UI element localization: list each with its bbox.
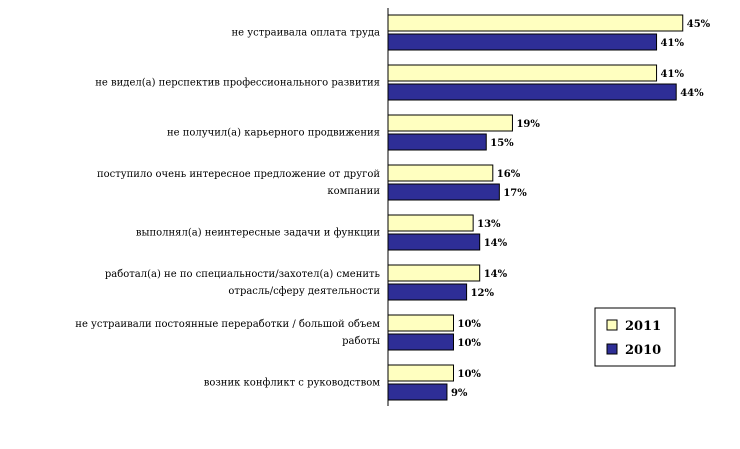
bar-2011-1 — [387, 64, 658, 82]
bar-2011-3 — [387, 164, 494, 182]
value-label-2011-3: 16% — [497, 169, 521, 180]
bar-2011-7 — [387, 364, 454, 382]
value-label-2011-7: 10% — [458, 369, 482, 380]
value-label-2011-4: 13% — [477, 219, 501, 230]
value-label-2011-2: 19% — [516, 119, 540, 130]
value-label-2010-5: 12% — [471, 288, 495, 299]
category-label-5: работал(а) не по специальности/захотел(а… — [105, 269, 381, 297]
bar-2010-2 — [387, 133, 487, 151]
category-label-line: не получил(а) карьерного продвижения — [167, 128, 380, 139]
bar-2010-0 — [387, 33, 658, 51]
legend-box — [594, 307, 676, 367]
value-label-2010-6: 10% — [458, 338, 482, 349]
bar-2011-2 — [387, 114, 513, 132]
legend-swatch-2011 — [606, 319, 618, 331]
category-label-line: работы — [342, 336, 380, 347]
value-label-2011-1: 41% — [661, 69, 685, 80]
category-label-line: не видел(а) перспектив профессионального… — [95, 78, 380, 89]
category-label-line: не устраивали постоянные переработки / б… — [75, 319, 380, 330]
category-label-0: не устраивала оплата труда — [231, 28, 380, 39]
value-label-2010-1: 44% — [680, 88, 704, 99]
value-label-2010-7: 9% — [451, 388, 468, 399]
category-label-line: отрасль/сферу деятельности — [228, 286, 380, 297]
bar-2010-7 — [387, 383, 448, 401]
category-label-line: выполнял(а) неинтересные задачи и функци… — [136, 228, 380, 239]
value-label-2010-3: 17% — [503, 188, 527, 199]
bar-2010-3 — [387, 183, 500, 201]
category-label-line: работал(а) не по специальности/захотел(а… — [105, 269, 381, 280]
bar-2011-4 — [387, 214, 474, 232]
value-label-2011-0: 45% — [687, 19, 711, 30]
value-label-2010-2: 15% — [490, 138, 514, 149]
category-label-3: поступило очень интересное предложение о… — [97, 169, 380, 197]
category-label-line: компании — [327, 186, 380, 197]
category-label-line: поступило очень интересное предложение о… — [97, 169, 380, 180]
value-label-2011-6: 10% — [458, 319, 482, 330]
bar-2010-4 — [387, 233, 481, 251]
category-label-7: возник конфликт с руководством — [204, 378, 381, 389]
value-label-2010-4: 14% — [484, 238, 508, 249]
bar-2010-1 — [387, 83, 677, 101]
bar-2010-5 — [387, 283, 468, 301]
category-label-2: не получил(а) карьерного продвижения — [167, 128, 380, 139]
legend-label-2011: 2011 — [625, 319, 661, 334]
bar-2011-5 — [387, 264, 481, 282]
value-label-2010-0: 41% — [661, 38, 685, 49]
category-label-1: не видел(а) перспектив профессионального… — [95, 78, 380, 89]
bar-2011-0 — [387, 14, 684, 32]
legend-swatch-2010 — [606, 343, 618, 355]
category-label-6: не устраивали постоянные переработки / б… — [75, 319, 380, 347]
bar-2011-6 — [387, 314, 454, 332]
legend: 2011 2010 — [594, 307, 676, 367]
legend-label-2010: 2010 — [625, 343, 661, 358]
category-label-line: не устраивала оплата труда — [231, 28, 380, 39]
category-label-line: возник конфликт с руководством — [204, 378, 381, 389]
bar-2010-6 — [387, 333, 454, 351]
value-label-2011-5: 14% — [484, 269, 508, 280]
category-label-4: выполнял(а) неинтересные задачи и функци… — [136, 228, 380, 239]
